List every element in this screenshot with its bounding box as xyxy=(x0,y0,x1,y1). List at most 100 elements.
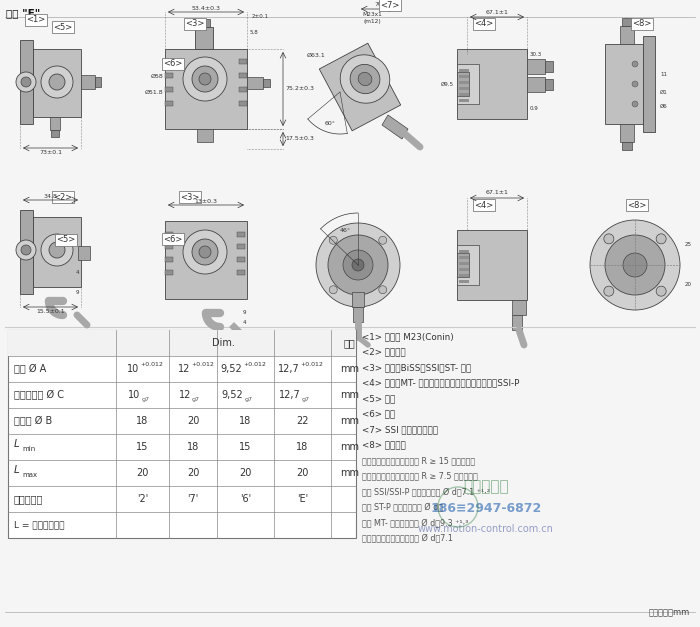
Text: Dim.: Dim. xyxy=(212,338,235,348)
Text: mm: mm xyxy=(340,416,359,426)
Bar xyxy=(459,256,469,259)
Text: <5>: <5> xyxy=(57,236,76,245)
Bar xyxy=(165,59,173,64)
Text: 12: 12 xyxy=(178,390,191,400)
Text: 18: 18 xyxy=(296,442,309,452)
Text: 西安德伍拖: 西安德伍拖 xyxy=(463,480,509,495)
Text: 60°: 60° xyxy=(325,121,335,126)
Circle shape xyxy=(656,234,666,244)
Text: 9,52: 9,52 xyxy=(222,390,244,400)
Text: mm: mm xyxy=(340,468,359,478)
Bar xyxy=(459,81,469,84)
Text: +0.012: +0.012 xyxy=(244,362,267,367)
Text: 67.1±1: 67.1±1 xyxy=(486,9,508,14)
Text: <5> 轴向: <5> 轴向 xyxy=(362,394,396,403)
Text: L = 连接轴的深度: L = 连接轴的深度 xyxy=(14,520,64,529)
Text: <1>: <1> xyxy=(27,16,46,24)
Bar xyxy=(165,101,173,106)
Bar xyxy=(247,77,263,89)
Ellipse shape xyxy=(350,65,380,93)
Text: <4>: <4> xyxy=(475,201,493,209)
Bar xyxy=(51,130,59,137)
Text: 夹紧环 Ø B: 夹紧环 Ø B xyxy=(14,416,52,426)
Circle shape xyxy=(604,234,614,244)
Text: 尺寸单位：mm: 尺寸单位：mm xyxy=(649,608,690,617)
Text: 固定安装时的电缆弯曲半径 R ≥ 7.5 倍电缆直径: 固定安装时的电缆弯曲半径 R ≥ 7.5 倍电缆直径 xyxy=(362,472,477,480)
Text: 10: 10 xyxy=(128,390,141,400)
Bar xyxy=(459,69,469,72)
Bar xyxy=(239,101,247,106)
Text: 匹配连接轴 Ø C: 匹配连接轴 Ø C xyxy=(14,390,64,400)
Bar xyxy=(545,61,553,72)
Text: 9,52: 9,52 xyxy=(220,364,242,374)
Text: 弹性安装时的电缆弯曲半径 R ≥ 15 倍电缆直径: 弹性安装时的电缆弯曲半径 R ≥ 15 倍电缆直径 xyxy=(362,456,475,465)
Text: 盲轴 "F": 盲轴 "F" xyxy=(6,8,41,18)
Bar xyxy=(459,262,469,265)
Text: 20: 20 xyxy=(239,468,252,478)
Text: 2±0.1: 2±0.1 xyxy=(252,14,269,19)
Circle shape xyxy=(379,286,386,293)
Text: L: L xyxy=(14,439,20,449)
Text: 单位: 单位 xyxy=(344,338,356,348)
Text: 53.4±0.3: 53.4±0.3 xyxy=(192,6,220,11)
Circle shape xyxy=(343,250,373,280)
Polygon shape xyxy=(319,43,400,131)
Bar xyxy=(457,230,527,300)
Bar xyxy=(20,40,33,124)
Text: <8>: <8> xyxy=(632,19,652,28)
Bar xyxy=(459,93,469,96)
Bar xyxy=(198,19,210,27)
Text: 22: 22 xyxy=(296,416,309,426)
Text: <6>: <6> xyxy=(163,234,183,243)
Polygon shape xyxy=(382,115,408,139)
Circle shape xyxy=(632,61,638,67)
Bar xyxy=(620,26,634,44)
Circle shape xyxy=(623,253,647,277)
Bar xyxy=(237,244,245,249)
Text: 73±0.1: 73±0.1 xyxy=(39,150,62,155)
Bar xyxy=(457,72,469,96)
Bar xyxy=(50,117,60,130)
Bar xyxy=(165,87,173,92)
Text: 0.9: 0.9 xyxy=(530,107,539,112)
Text: 盲轴 Ø A: 盲轴 Ø A xyxy=(14,364,46,374)
Text: <2>: <2> xyxy=(53,192,73,201)
Text: <2> 连接电缆: <2> 连接电缆 xyxy=(362,347,406,357)
Text: max: max xyxy=(22,472,37,478)
Bar xyxy=(8,330,356,538)
Text: 10: 10 xyxy=(127,364,139,374)
Circle shape xyxy=(199,73,211,85)
Text: 75.2±0.3: 75.2±0.3 xyxy=(285,87,314,92)
Text: 9: 9 xyxy=(76,290,80,295)
Bar xyxy=(457,64,479,104)
Ellipse shape xyxy=(340,55,390,103)
Bar xyxy=(237,257,245,262)
Text: 15: 15 xyxy=(239,442,252,452)
Text: 4: 4 xyxy=(76,270,80,275)
Bar xyxy=(527,59,545,74)
Bar xyxy=(643,36,655,132)
Text: 20: 20 xyxy=(136,468,148,478)
Bar xyxy=(195,27,213,49)
Circle shape xyxy=(183,230,227,274)
Text: <4>: <4> xyxy=(475,19,493,28)
Circle shape xyxy=(41,66,73,98)
Bar xyxy=(512,300,526,315)
Bar xyxy=(459,250,469,253)
Text: 20: 20 xyxy=(187,468,199,478)
Bar xyxy=(457,253,469,277)
Circle shape xyxy=(379,236,386,245)
Text: 使用现场总线接口时的电缆 Ø d：7.1: 使用现场总线接口时的电缆 Ø d：7.1 xyxy=(362,534,453,542)
Text: mm: mm xyxy=(340,390,359,400)
Text: <3> 接口：BiSS、SSI、ST- 并行: <3> 接口：BiSS、SSI、ST- 并行 xyxy=(362,363,471,372)
Text: 25: 25 xyxy=(685,243,692,248)
Text: g7: g7 xyxy=(302,396,309,401)
Bar xyxy=(527,77,545,92)
Text: g7: g7 xyxy=(192,396,200,401)
Text: 5.8: 5.8 xyxy=(250,29,259,34)
Text: min: min xyxy=(22,446,35,452)
Text: <3>: <3> xyxy=(186,19,204,28)
Bar xyxy=(457,245,479,285)
Text: '7': '7' xyxy=(188,494,199,504)
Circle shape xyxy=(632,81,638,87)
